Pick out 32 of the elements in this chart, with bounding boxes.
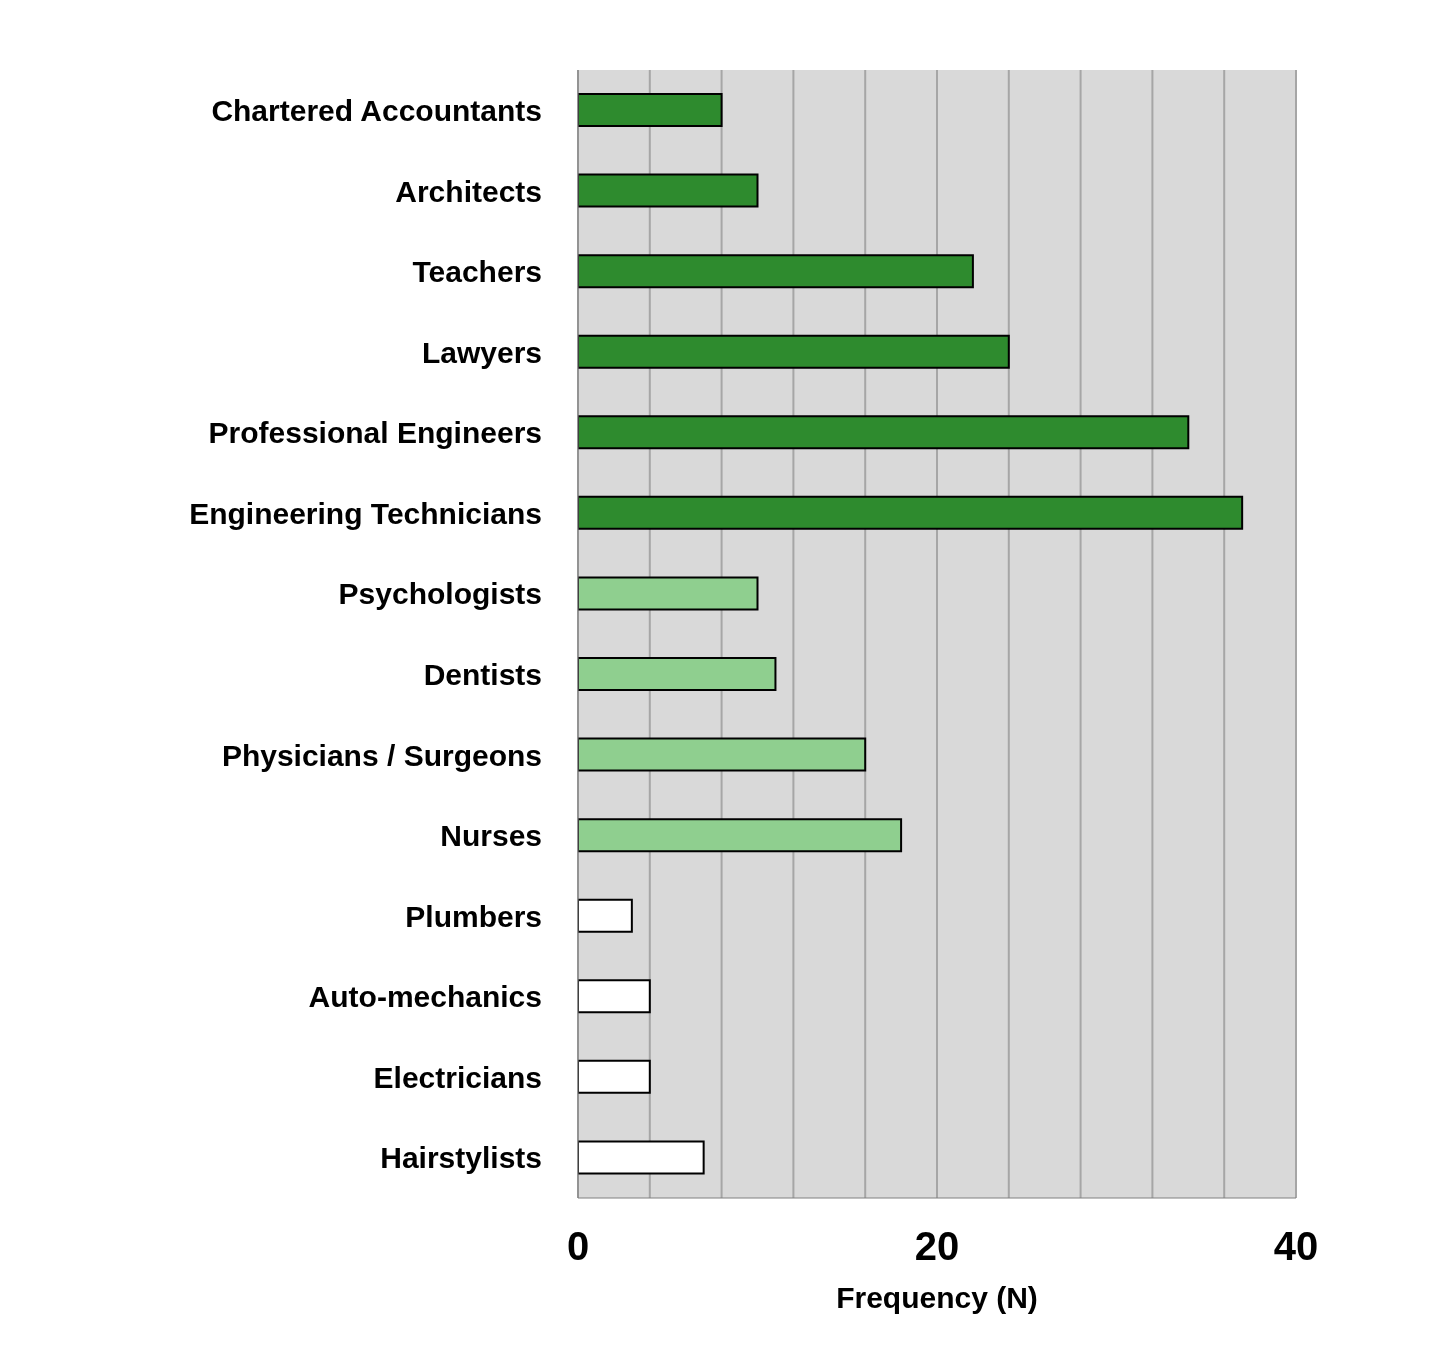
bar: [578, 254, 974, 289]
bar: [578, 737, 867, 772]
x-tick-label: 20: [914, 1224, 960, 1269]
bar: [578, 576, 759, 611]
bar: [578, 93, 723, 127]
y-tick-label: Chartered Accountants: [211, 93, 542, 127]
y-tick-label: Lawyers: [421, 335, 542, 369]
y-tick-label: Dentists: [423, 657, 542, 691]
bar: [578, 173, 759, 208]
y-tick-label: Physicians / Surgeons: [221, 738, 542, 772]
y-tick-label: Engineering Technicians: [189, 496, 542, 530]
bar: [578, 979, 651, 1014]
bar: [578, 415, 1190, 450]
y-tick-label: Hairstylists: [380, 1141, 542, 1175]
bar: [578, 1059, 651, 1094]
y-tick-label: Psychologists: [338, 577, 542, 611]
bar: [578, 334, 1010, 369]
bar: [578, 898, 633, 933]
y-tick-label: Plumbers: [405, 899, 542, 933]
y-tick-label: Architects: [395, 174, 542, 208]
bar: [578, 657, 777, 691]
bar: [578, 818, 903, 853]
y-tick-label: Electricians: [373, 1060, 542, 1094]
bar: [578, 495, 1244, 530]
y-tick-label: Teachers: [412, 255, 542, 289]
y-tick-label: Nurses: [440, 819, 542, 853]
bar: [578, 1140, 705, 1175]
x-axis-title: Frequency (N): [836, 1281, 1038, 1314]
x-tick-label: 40: [1273, 1224, 1319, 1269]
y-tick-label: Professional Engineers: [208, 416, 542, 450]
x-tick-label: 0: [566, 1224, 590, 1269]
y-tick-label: Auto-mechanics: [308, 980, 542, 1014]
